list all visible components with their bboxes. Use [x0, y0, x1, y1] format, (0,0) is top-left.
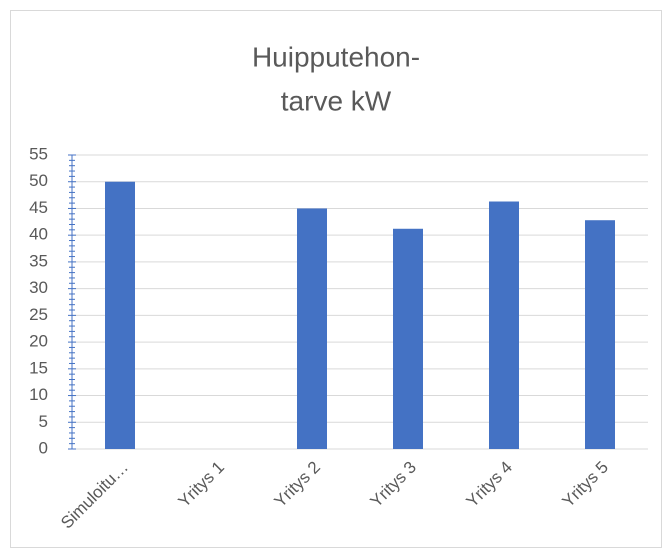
- y-tick-label: 40: [29, 225, 48, 244]
- y-tick-label: 10: [29, 385, 48, 404]
- bar: [297, 208, 327, 449]
- chart-title: Huipputehon-: [252, 41, 420, 72]
- y-tick-label: 15: [29, 358, 48, 377]
- y-tick-label: 20: [29, 332, 48, 351]
- y-tick-label: 35: [29, 251, 48, 270]
- y-tick-label: 45: [29, 198, 48, 217]
- bar: [393, 228, 423, 449]
- y-tick-label: 30: [29, 278, 48, 297]
- y-tick-label: 55: [29, 144, 48, 163]
- bar: [489, 201, 519, 449]
- y-tick-label: 25: [29, 305, 48, 324]
- bar: [105, 181, 135, 449]
- y-tick-label: 0: [39, 438, 48, 457]
- bar: [585, 220, 615, 449]
- y-tick-label: 5: [39, 412, 48, 431]
- y-tick-label: 50: [29, 171, 48, 190]
- chart-title: tarve kW: [281, 85, 392, 116]
